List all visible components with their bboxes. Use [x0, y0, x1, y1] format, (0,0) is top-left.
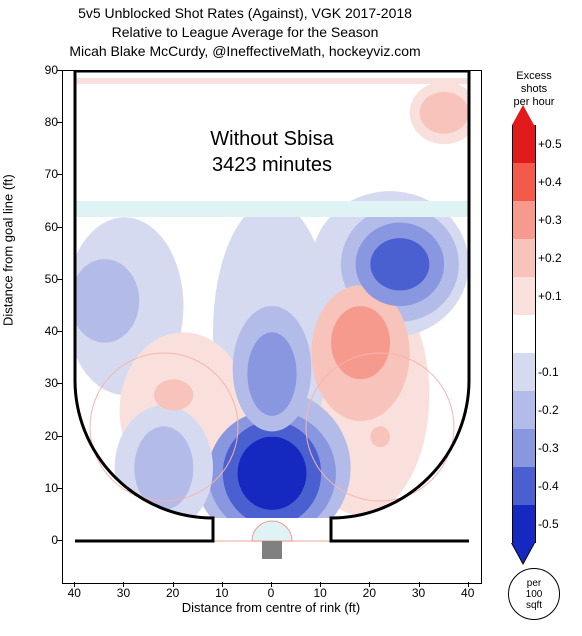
y-tick-mark	[57, 70, 62, 71]
y-tick-mark	[57, 331, 62, 332]
x-tick-label: 30	[108, 586, 138, 600]
colorbar-arrow-bottom	[512, 543, 534, 563]
y-tick-label: 40	[28, 324, 58, 338]
x-tick-label: 20	[158, 586, 188, 600]
y-tick-label: 80	[28, 115, 58, 129]
colorbar-footer-circle: per100sqft	[508, 568, 560, 620]
rink-svg	[63, 71, 481, 583]
x-tick-mark	[369, 582, 370, 587]
colorbar-label: -0.5	[538, 517, 559, 531]
colorbar-label: -0.2	[538, 403, 559, 417]
colorbar-segment	[512, 201, 536, 239]
x-tick-mark	[419, 582, 420, 587]
colorbar-segment	[512, 429, 536, 467]
x-tick-label: 10	[305, 586, 335, 600]
colorbar-segment	[512, 315, 536, 353]
heatmap-layer	[65, 81, 478, 546]
y-axis-label: Distance from goal line (ft)	[1, 174, 16, 326]
chart-title: 5v5 Unblocked Shot Rates (Against), VGK …	[0, 4, 490, 61]
goal-net	[262, 541, 282, 559]
colorbar-segment	[512, 391, 536, 429]
y-tick-mark	[57, 488, 62, 489]
blue-line-band	[75, 201, 469, 217]
x-tick-label: 40	[453, 586, 483, 600]
plot-area: Without Sbisa 3423 minutes	[62, 70, 482, 584]
colorbar-label: +0.1	[538, 289, 562, 303]
y-tick-mark	[57, 122, 62, 123]
colorbar-label: -0.4	[538, 479, 559, 493]
colorbar-segment	[512, 353, 536, 391]
heatmap-patch	[370, 426, 390, 447]
colorbar-label: -0.3	[538, 441, 559, 455]
y-tick-mark	[57, 436, 62, 437]
x-tick-mark	[173, 582, 174, 587]
title-line-2: Relative to League Average for the Seaso…	[0, 23, 490, 42]
goal-crease	[252, 521, 292, 541]
x-tick-mark	[74, 582, 75, 587]
heatmap-patch	[70, 259, 139, 343]
colorbar: Excessshotsper hour +0.5 +0.4 +0.3 +0.2 +0.1…	[504, 70, 564, 620]
colorbar-segment	[512, 277, 536, 315]
y-tick-label: 10	[28, 481, 58, 495]
x-tick-mark	[123, 582, 124, 587]
colorbar-segment	[512, 163, 536, 201]
x-tick-label: 0	[256, 586, 286, 600]
heatmap-patch	[154, 379, 193, 410]
colorbar-label: +0.5	[538, 137, 562, 151]
y-tick-label: 20	[28, 429, 58, 443]
heatmap-patch	[370, 238, 429, 290]
red-line-band	[75, 78, 469, 84]
colorbar-title: Excessshotsper hour	[504, 70, 564, 110]
x-tick-label: 10	[207, 586, 237, 600]
y-tick-mark	[57, 279, 62, 280]
colorbar-arrow-top	[512, 105, 534, 125]
chart-container: 5v5 Unblocked Shot Rates (Against), VGK …	[0, 0, 582, 636]
x-axis-label: Distance from centre of rink (ft)	[62, 600, 480, 615]
y-tick-label: 70	[28, 167, 58, 181]
colorbar-segment	[512, 239, 536, 277]
x-tick-mark	[271, 582, 272, 587]
colorbar-label: +0.4	[538, 175, 562, 189]
heatmap-patch	[247, 332, 296, 416]
y-tick-mark	[57, 227, 62, 228]
title-line-3: Micah Blake McCurdy, @IneffectiveMath, h…	[0, 42, 490, 61]
colorbar-label: +0.2	[538, 251, 562, 265]
heatmap-patch	[331, 306, 390, 379]
x-tick-label: 30	[404, 586, 434, 600]
y-tick-label: 50	[28, 272, 58, 286]
x-tick-label: 40	[59, 586, 89, 600]
y-tick-label: 60	[28, 220, 58, 234]
heatmap-patch	[420, 92, 469, 134]
colorbar-segment	[512, 505, 536, 543]
y-tick-mark	[57, 540, 62, 541]
y-tick-mark	[57, 383, 62, 384]
title-line-1: 5v5 Unblocked Shot Rates (Against), VGK …	[0, 4, 490, 23]
colorbar-label: +0.3	[538, 213, 562, 227]
colorbar-segment	[512, 125, 536, 163]
y-tick-label: 30	[28, 376, 58, 390]
y-tick-label: 0	[28, 533, 58, 547]
colorbar-segment	[512, 467, 536, 505]
x-tick-mark	[320, 582, 321, 587]
colorbar-label: -0.1	[538, 365, 559, 379]
x-tick-label: 20	[354, 586, 384, 600]
y-tick-mark	[57, 174, 62, 175]
heatmap-patch	[238, 437, 307, 510]
y-tick-label: 90	[28, 63, 58, 77]
x-tick-mark	[222, 582, 223, 587]
x-tick-mark	[468, 582, 469, 587]
